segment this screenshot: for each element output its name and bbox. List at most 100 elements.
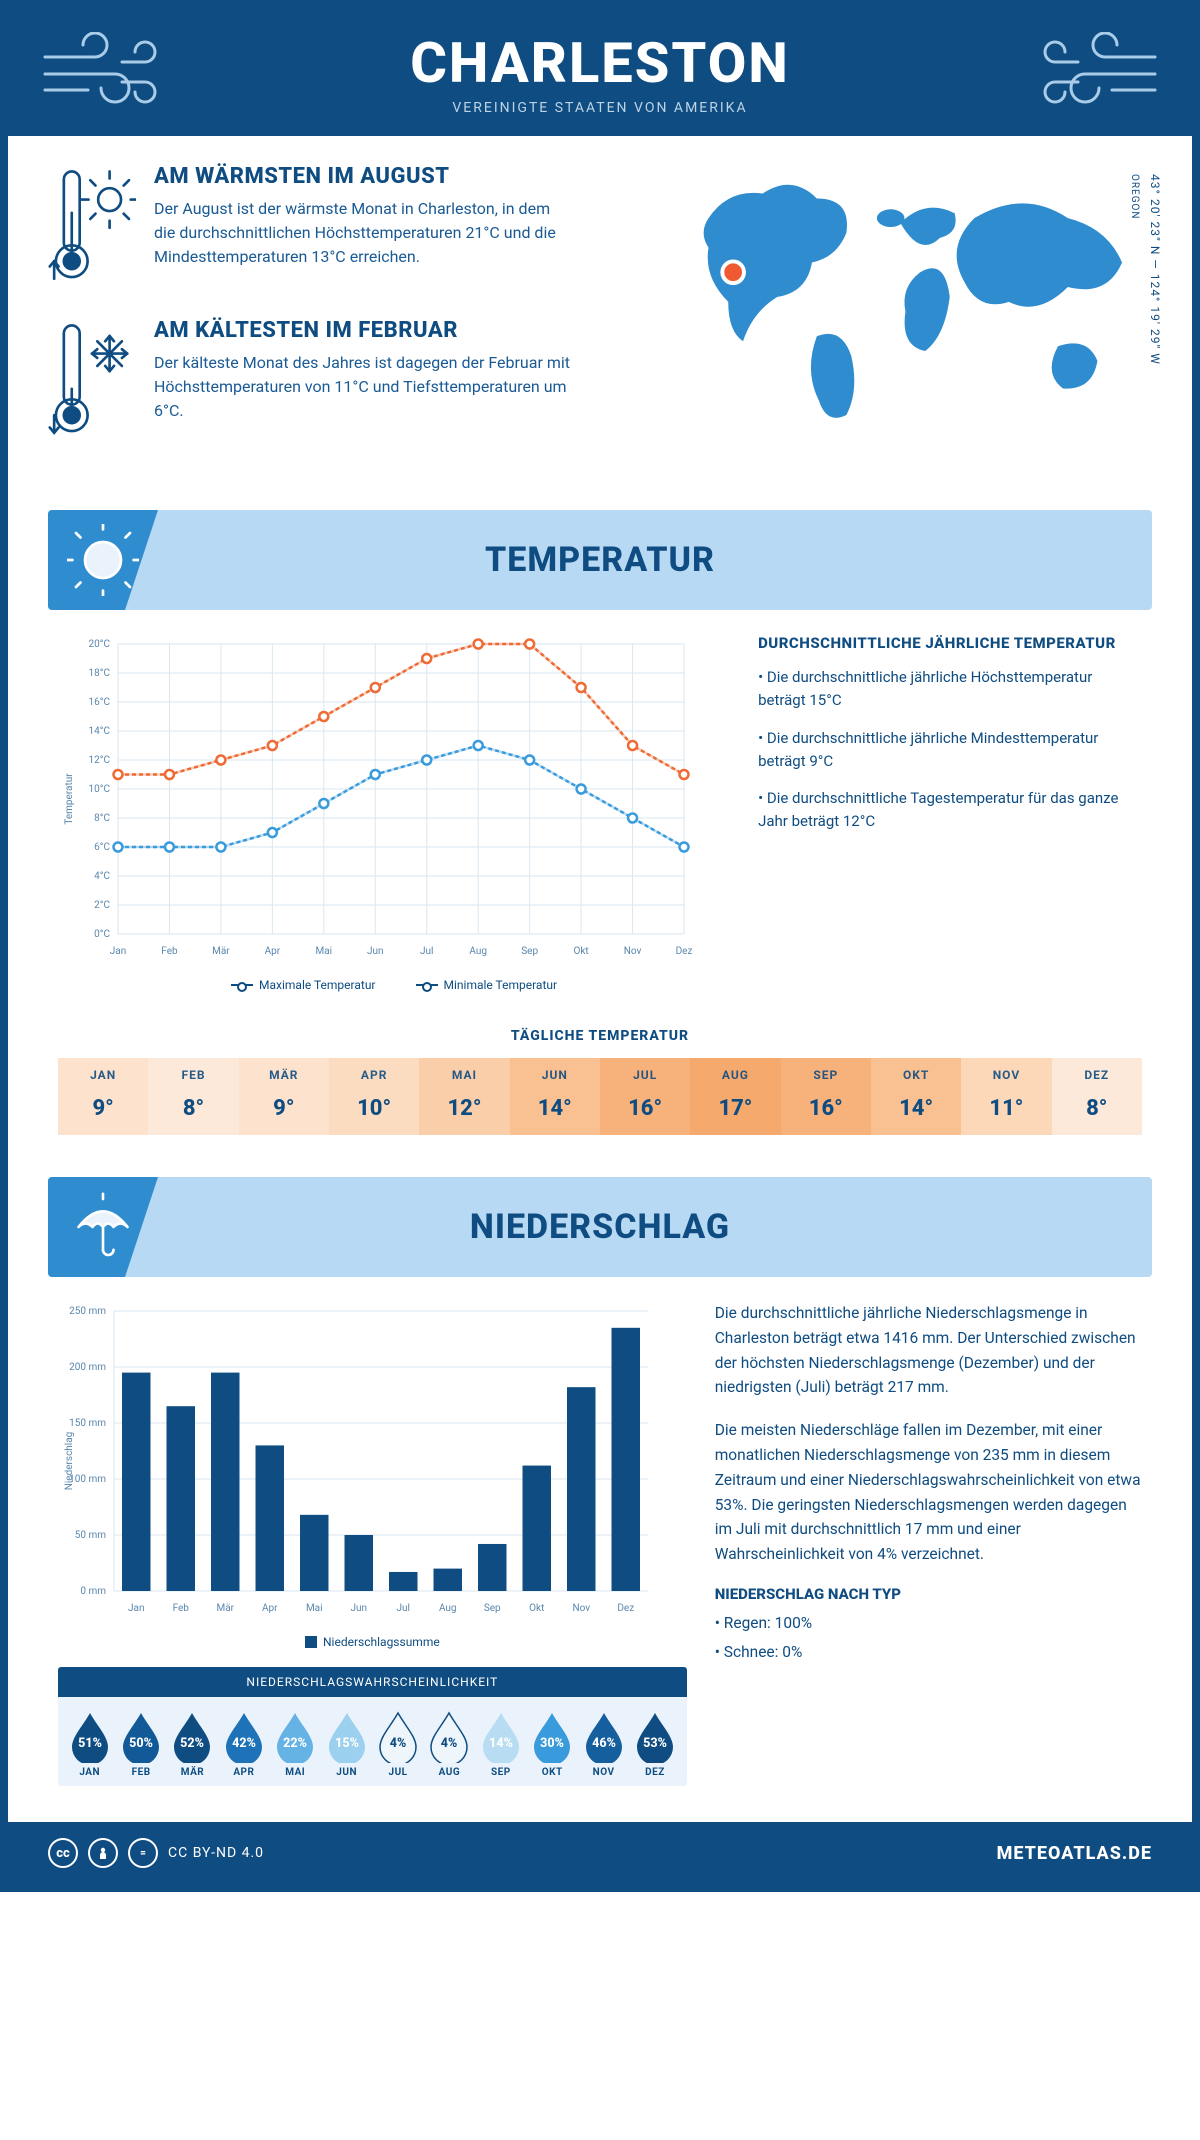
- cold-fact: AM KÄLTESTEN IM FEBRUAR Der kälteste Mon…: [48, 318, 649, 446]
- svg-text:4%: 4%: [390, 1736, 406, 1751]
- probability-drop: 30% OKT: [527, 1711, 578, 1778]
- svg-text:30%: 30%: [540, 1736, 564, 1751]
- temperature-section-bar: TEMPERATUR: [48, 510, 1152, 610]
- temp-info-b2: • Die durchschnittliche jährliche Mindes…: [758, 727, 1142, 774]
- svg-text:Mär: Mär: [216, 1603, 234, 1614]
- precip-legend-label: Niederschlagssumme: [323, 1635, 440, 1649]
- temp-info-b3: • Die durchschnittliche Tagestemperatur …: [758, 787, 1142, 834]
- svg-text:Mai: Mai: [306, 1603, 323, 1614]
- svg-text:16°C: 16°C: [89, 697, 111, 708]
- warm-fact: AM WÄRMSTEN IM AUGUST Der August ist der…: [48, 164, 649, 292]
- infographic-frame: CHARLESTON VEREINIGTE STAATEN VON AMERIK…: [0, 0, 1200, 1892]
- max-legend: Maximale Temperatur: [259, 978, 375, 992]
- license: cc = CC BY-ND 4.0: [48, 1838, 264, 1868]
- nd-icon: =: [128, 1838, 158, 1868]
- site-name: METEOATLAS.DE: [997, 1843, 1152, 1864]
- svg-text:42%: 42%: [232, 1736, 256, 1751]
- daily-cell: MÄR9°: [239, 1058, 329, 1135]
- svg-text:Feb: Feb: [173, 1603, 190, 1614]
- svg-text:Jun: Jun: [367, 946, 384, 957]
- precip-p1: Die durchschnittliche jährliche Niedersc…: [715, 1301, 1142, 1400]
- svg-text:14%: 14%: [489, 1736, 513, 1751]
- probability-drop: 51% JAN: [64, 1711, 115, 1778]
- svg-text:Jul: Jul: [420, 946, 433, 957]
- probability-drop: 46% NOV: [578, 1711, 629, 1778]
- daily-temperature-strip: JAN9°FEB8°MÄR9°APR10°MAI12°JUN14°JUL16°A…: [58, 1058, 1142, 1135]
- precip-block: 0 mm50 mm100 mm150 mm200 mm250 mmNieders…: [8, 1277, 1192, 1794]
- svg-text:4%: 4%: [441, 1736, 457, 1751]
- probability-drop: 42% APR: [218, 1711, 269, 1778]
- precip-legend: Niederschlagssumme: [58, 1635, 687, 1649]
- probability-drop: 4% AUG: [424, 1711, 475, 1778]
- svg-text:Jan: Jan: [110, 946, 126, 957]
- daily-cell: DEZ8°: [1052, 1058, 1142, 1135]
- wind-icon: [1040, 32, 1160, 116]
- daily-cell: NOV11°: [961, 1058, 1051, 1135]
- probability-drop: 52% MÄR: [167, 1711, 218, 1778]
- page-subtitle: VEREINIGTE STAATEN VON AMERIKA: [410, 100, 790, 116]
- svg-text:Mai: Mai: [316, 946, 333, 957]
- svg-text:Okt: Okt: [529, 1603, 544, 1614]
- temperature-block: 0°C2°C4°C6°C8°C10°C12°C14°C16°C18°C20°CJ…: [8, 610, 1192, 1002]
- svg-text:20°C: 20°C: [89, 639, 111, 650]
- cc-icon: cc: [48, 1838, 78, 1868]
- umbrella-icon: [48, 1177, 158, 1277]
- svg-text:150 mm: 150 mm: [69, 1418, 106, 1429]
- thermometer-sun-icon: [48, 164, 136, 292]
- probability-drop: 50% FEB: [115, 1711, 166, 1778]
- facts: AM WÄRMSTEN IM AUGUST Der August ist der…: [48, 164, 649, 472]
- world-map: OREGON 43° 20' 23" N — 124° 19' 29" W: [679, 164, 1152, 472]
- precip-heading: NIEDERSCHLAG: [470, 1207, 730, 1247]
- header: CHARLESTON VEREINIGTE STAATEN VON AMERIK…: [8, 8, 1192, 136]
- wind-icon: [40, 32, 160, 116]
- state-label: OREGON: [1129, 174, 1140, 220]
- precip-p2: Die meisten Niederschläge fallen im Deze…: [715, 1418, 1142, 1567]
- by-icon: [88, 1838, 118, 1868]
- svg-text:Jan: Jan: [128, 1603, 144, 1614]
- temp-info-b1: • Die durchschnittliche jährliche Höchst…: [758, 666, 1142, 713]
- svg-text:22%: 22%: [283, 1736, 307, 1751]
- warm-title: AM WÄRMSTEN IM AUGUST: [154, 164, 574, 189]
- svg-text:200 mm: 200 mm: [69, 1362, 106, 1373]
- svg-text:250 mm: 250 mm: [69, 1306, 106, 1317]
- svg-text:0°C: 0°C: [94, 929, 110, 940]
- svg-text:18°C: 18°C: [89, 668, 111, 679]
- daily-cell: SEP16°: [781, 1058, 871, 1135]
- svg-text:Apr: Apr: [262, 1603, 278, 1614]
- svg-text:6°C: 6°C: [94, 842, 110, 853]
- coordinates: 43° 20' 23" N — 124° 19' 29" W: [1148, 174, 1162, 365]
- thermometer-snow-icon: [48, 318, 136, 446]
- license-text: CC BY-ND 4.0: [168, 1845, 264, 1861]
- precip-text: Die durchschnittliche jährliche Niedersc…: [715, 1301, 1142, 1786]
- svg-text:53%: 53%: [643, 1736, 667, 1751]
- temperature-heading: TEMPERATUR: [485, 540, 715, 580]
- svg-text:Aug: Aug: [439, 1603, 457, 1614]
- warm-text: Der August ist der wärmste Monat in Char…: [154, 197, 574, 269]
- svg-text:Okt: Okt: [573, 946, 588, 957]
- svg-text:12°C: 12°C: [89, 755, 111, 766]
- precip-type-heading: NIEDERSCHLAG NACH TYP: [715, 1585, 1142, 1603]
- probability-drop: 22% MAI: [270, 1711, 321, 1778]
- precipitation-bar-chart: 0 mm50 mm100 mm150 mm200 mm250 mmNieders…: [58, 1301, 658, 1621]
- svg-text:Nov: Nov: [572, 1603, 590, 1614]
- svg-text:Sep: Sep: [484, 1603, 501, 1614]
- daily-cell: MAI12°: [419, 1058, 509, 1135]
- svg-text:50 mm: 50 mm: [75, 1530, 106, 1541]
- svg-text:8°C: 8°C: [94, 813, 110, 824]
- svg-text:Dez: Dez: [676, 946, 693, 957]
- precip-type-b1: • Regen: 100%: [715, 1611, 1142, 1636]
- daily-cell: FEB8°: [148, 1058, 238, 1135]
- svg-text:Apr: Apr: [265, 946, 281, 957]
- daily-cell: APR10°: [329, 1058, 419, 1135]
- svg-text:15%: 15%: [335, 1736, 359, 1751]
- svg-text:Aug: Aug: [469, 946, 487, 957]
- probability-drop: 15% JUN: [321, 1711, 372, 1778]
- cold-title: AM KÄLTESTEN IM FEBRUAR: [154, 318, 574, 343]
- top-row: AM WÄRMSTEN IM AUGUST Der August ist der…: [8, 136, 1192, 492]
- svg-text:46%: 46%: [592, 1736, 616, 1751]
- svg-text:Dez: Dez: [617, 1603, 634, 1614]
- probability-drop: 4% JUL: [372, 1711, 423, 1778]
- svg-text:Nov: Nov: [624, 946, 642, 957]
- precip-probability: NIEDERSCHLAGSWAHRSCHEINLICHKEIT 51% JAN …: [58, 1667, 687, 1786]
- svg-text:0 mm: 0 mm: [80, 1586, 106, 1597]
